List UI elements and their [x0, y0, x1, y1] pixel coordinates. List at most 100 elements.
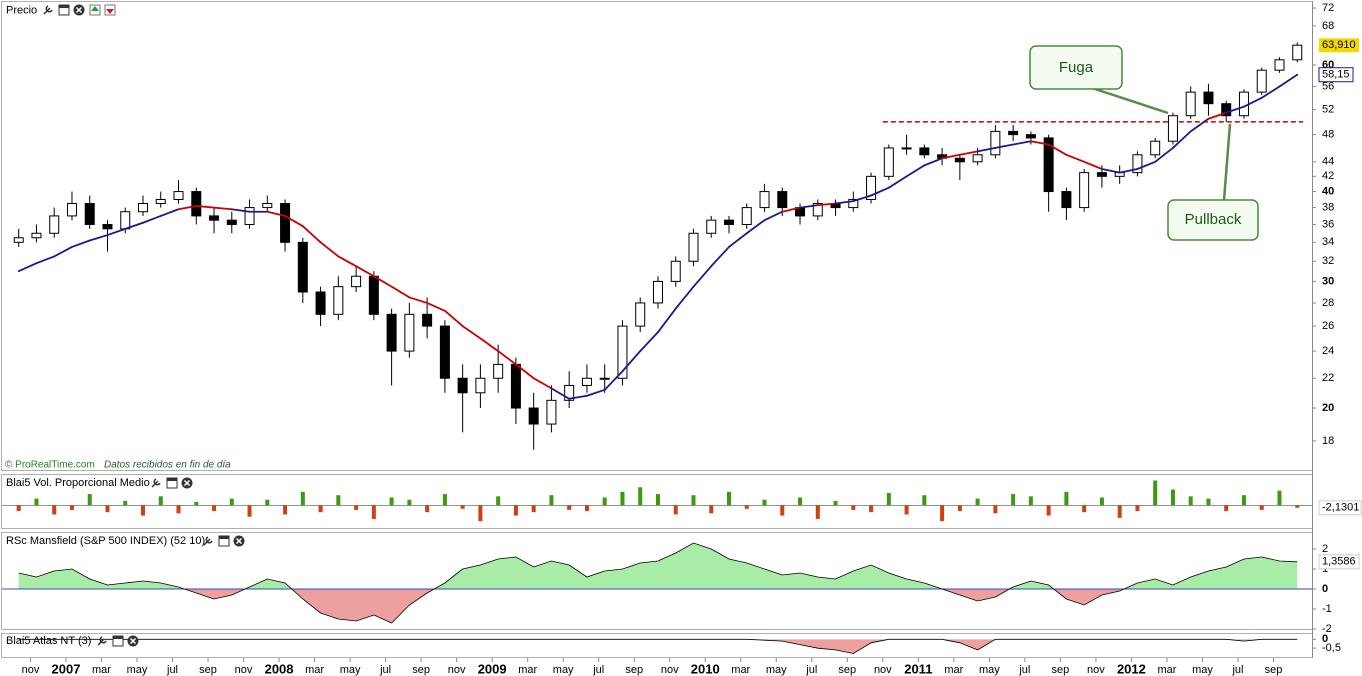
last-price-label: 63,910 — [1322, 39, 1356, 51]
candle-body — [759, 191, 770, 209]
candle-body — [866, 175, 877, 200]
moving-average — [1260, 85, 1281, 99]
volume-bar — [673, 505, 678, 515]
y-tick-label: 0 — [1322, 633, 1328, 645]
candle-body — [1256, 69, 1267, 93]
volume-bar — [1295, 505, 1300, 508]
annotation: Fuga — [1059, 59, 1094, 76]
x-tick-label: jul — [805, 664, 817, 676]
volume-bar — [833, 500, 838, 506]
volume-bar — [691, 495, 696, 506]
moving-average — [230, 208, 251, 213]
moving-average — [941, 153, 961, 160]
volume-bar — [371, 505, 376, 519]
positive-area — [18, 543, 1298, 589]
moving-average — [284, 215, 304, 228]
candle-body — [351, 275, 362, 288]
volume-bar — [780, 505, 785, 516]
moving-average — [852, 194, 872, 202]
candle-body — [812, 203, 823, 217]
moving-average — [1243, 96, 1263, 108]
candle-body — [155, 198, 166, 205]
volume-bar — [1241, 495, 1246, 506]
candle-body — [31, 232, 42, 239]
volume-bar — [602, 497, 607, 506]
moving-average — [337, 255, 357, 268]
moving-average — [816, 202, 837, 207]
moving-average — [639, 331, 659, 352]
volume-bar — [815, 505, 820, 519]
volume-bar — [247, 505, 252, 517]
panel-icons[interactable] — [151, 477, 193, 489]
volume-bar — [762, 499, 767, 506]
candle-body — [226, 219, 237, 225]
volume-bar — [1188, 496, 1193, 506]
negative-area — [18, 589, 1298, 623]
note: Datos recibidos en fin de día — [104, 460, 231, 471]
moving-average — [603, 370, 624, 391]
moving-average — [53, 246, 73, 258]
candle-body — [1185, 91, 1196, 117]
x-tick-label: may — [766, 664, 787, 676]
volume-bar — [283, 505, 288, 515]
volume-bar — [87, 494, 92, 506]
moving-average — [923, 157, 943, 167]
moving-average — [1207, 111, 1228, 120]
candle-body — [244, 207, 255, 225]
x-tick-label: mar — [518, 664, 537, 676]
x-tick-label: mar — [305, 664, 324, 676]
volume-bar — [549, 495, 554, 506]
volume-bar — [176, 505, 181, 514]
candle-body — [1221, 103, 1232, 117]
candle-body — [66, 203, 77, 217]
volume-bar — [727, 491, 732, 506]
candle-body — [670, 260, 681, 282]
y-tick-label: 40 — [1322, 185, 1334, 197]
moving-average — [834, 200, 855, 205]
x-tick-label: sep — [1265, 664, 1283, 676]
volume-bar — [1277, 490, 1282, 506]
candle-body — [1274, 59, 1285, 71]
annotation-arrow — [1091, 86, 1169, 115]
candle-body — [1167, 115, 1178, 142]
moving-average — [763, 210, 784, 222]
moving-average — [532, 377, 553, 390]
candle-body — [848, 198, 859, 209]
moving-average — [515, 363, 535, 380]
panel-icons[interactable] — [203, 535, 245, 547]
panel-icons[interactable] — [43, 4, 116, 16]
y-tick-label: -2 — [1322, 623, 1332, 635]
candle-body — [777, 191, 788, 209]
volume-bar — [1099, 497, 1104, 506]
last-value-label: 1,3586 — [1322, 556, 1356, 568]
volume-bar — [1153, 480, 1158, 506]
moving-average — [266, 210, 286, 217]
volume-bar — [1028, 496, 1033, 506]
moving-average — [1118, 168, 1139, 174]
volume-bar — [16, 505, 21, 512]
candle-body — [493, 363, 504, 379]
volume-bar — [229, 498, 234, 506]
candle-body — [315, 291, 326, 315]
panel-icons[interactable] — [97, 635, 139, 647]
panel-title: Precio — [6, 4, 37, 16]
x-tick-label: nov — [448, 664, 466, 676]
moving-average — [1029, 140, 1050, 146]
candle-body — [209, 215, 220, 221]
moving-average — [35, 255, 56, 265]
x-tick-label: may — [1192, 664, 1213, 676]
panel-title: Blai5 Atlas NT (3) — [6, 635, 91, 647]
volume-bar — [886, 492, 891, 506]
x-tick-label: nov — [1087, 664, 1105, 676]
candle-body — [901, 147, 912, 150]
candle-body — [688, 232, 699, 262]
candle-body — [706, 219, 717, 234]
volume-bar — [1224, 505, 1229, 512]
moving-average — [159, 208, 180, 217]
moving-average — [958, 150, 979, 156]
moving-average — [710, 246, 730, 268]
y-tick-label: 44 — [1322, 156, 1334, 168]
volume-bar — [158, 496, 163, 506]
